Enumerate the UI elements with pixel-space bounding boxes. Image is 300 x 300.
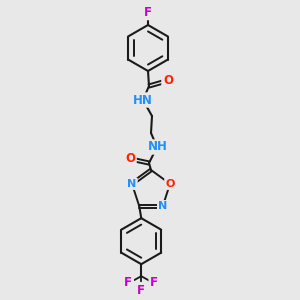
Text: O: O <box>165 179 175 189</box>
Text: NH: NH <box>148 140 168 154</box>
Text: O: O <box>125 152 135 166</box>
Text: N: N <box>128 179 136 189</box>
Text: HN: HN <box>133 94 153 106</box>
Text: F: F <box>150 276 158 289</box>
Text: O: O <box>163 74 173 88</box>
Text: F: F <box>137 284 145 297</box>
Text: F: F <box>124 276 132 289</box>
Text: N: N <box>158 201 167 211</box>
Text: F: F <box>144 5 152 19</box>
